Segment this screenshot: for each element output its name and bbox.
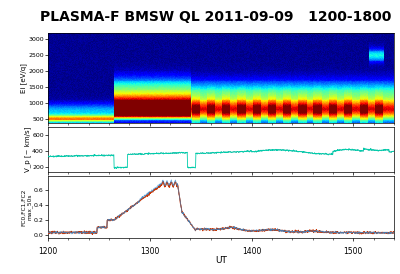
Y-axis label: FC0,FC1,FC2
max_50s: FC0,FC1,FC2 max_50s	[21, 188, 32, 226]
Y-axis label: V_p [~ km/s]: V_p [~ km/s]	[24, 126, 31, 172]
X-axis label: UT: UT	[215, 256, 227, 265]
Text: PLASMA-F BMSW QL 2011-09-09   1200-1800: PLASMA-F BMSW QL 2011-09-09 1200-1800	[40, 10, 392, 24]
Y-axis label: Ei [eV/q]: Ei [eV/q]	[20, 63, 27, 93]
